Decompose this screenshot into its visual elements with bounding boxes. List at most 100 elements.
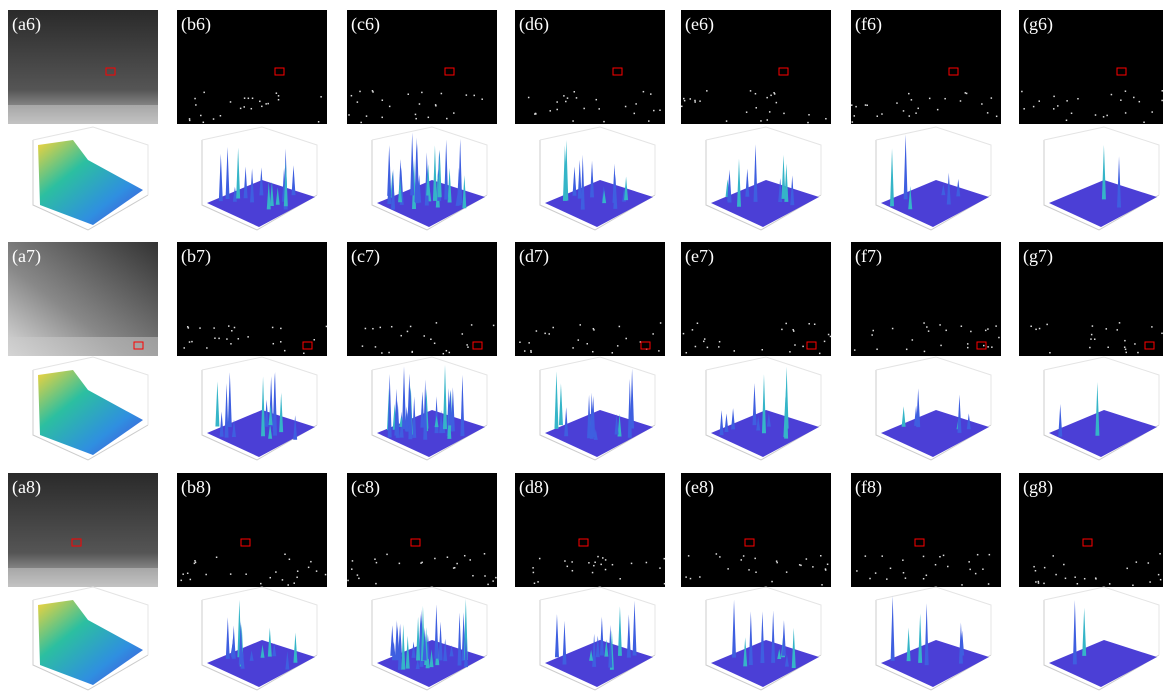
- surface: [38, 370, 143, 455]
- spike: [293, 633, 297, 663]
- speckle: [598, 108, 600, 110]
- speckle: [766, 97, 768, 99]
- speckle: [381, 352, 383, 354]
- speckle: [1111, 94, 1113, 96]
- speckle: [357, 574, 359, 576]
- spike: [410, 133, 414, 196]
- speckle: [830, 336, 832, 338]
- spike: [554, 371, 558, 429]
- speckle: [793, 330, 795, 332]
- spike: [925, 603, 929, 665]
- spike: [226, 147, 230, 199]
- speckle: [544, 333, 546, 335]
- speckle: [983, 345, 985, 347]
- spike: [1117, 156, 1121, 207]
- speckle: [441, 93, 443, 95]
- speckle: [200, 115, 202, 117]
- speckle: [1109, 583, 1111, 585]
- speckle: [231, 330, 233, 332]
- speckle: [617, 345, 619, 347]
- speckle: [261, 106, 263, 108]
- speckle: [572, 120, 574, 122]
- speckle: [664, 583, 666, 585]
- speckle: [592, 351, 594, 353]
- panel-label: (b8): [181, 477, 211, 498]
- speckle: [565, 101, 567, 103]
- speckle: [699, 576, 701, 578]
- surface: [377, 410, 485, 457]
- spike: [720, 410, 724, 435]
- spike: [633, 601, 637, 656]
- speckle: [694, 100, 696, 102]
- speckle: [238, 338, 240, 340]
- spike: [387, 145, 391, 196]
- speckle: [776, 102, 778, 104]
- spike: [918, 614, 922, 663]
- speckle: [961, 325, 963, 327]
- speckle: [484, 553, 486, 555]
- surface: [38, 600, 143, 685]
- speckle: [754, 558, 756, 560]
- speckle: [282, 579, 284, 581]
- speckle: [308, 567, 310, 569]
- spike: [630, 369, 634, 429]
- speckle: [578, 339, 580, 341]
- speckle: [987, 346, 989, 348]
- speckle: [685, 576, 687, 578]
- speckle: [375, 583, 377, 585]
- speckle: [1151, 326, 1153, 328]
- speckle: [191, 341, 193, 343]
- speckle: [492, 580, 494, 582]
- speckle: [872, 330, 874, 332]
- speckle: [194, 98, 196, 100]
- speckle: [243, 106, 245, 108]
- speckle: [453, 112, 455, 114]
- speckle: [808, 114, 810, 116]
- speckle: [692, 329, 694, 331]
- speckle: [650, 93, 652, 95]
- speckle: [183, 347, 185, 349]
- spike: [439, 622, 443, 661]
- speckle: [881, 113, 883, 115]
- speckle: [663, 558, 665, 560]
- speckle: [284, 554, 286, 556]
- speckle: [436, 322, 438, 324]
- speckle: [819, 353, 821, 355]
- speckle: [537, 581, 539, 583]
- surface: [545, 640, 653, 687]
- speckle: [1090, 338, 1092, 340]
- spike: [1058, 404, 1062, 437]
- speckle: [892, 328, 894, 330]
- speckle: [574, 91, 576, 93]
- speckle: [446, 118, 448, 120]
- speckle: [871, 334, 873, 336]
- speckle: [824, 341, 826, 343]
- speckle: [1149, 581, 1151, 583]
- speckle: [572, 570, 574, 572]
- speckle: [981, 103, 983, 105]
- speckle: [374, 558, 376, 560]
- speckle: [1066, 100, 1068, 102]
- speckle: [325, 574, 327, 576]
- speckle: [1143, 122, 1145, 124]
- speckle: [528, 342, 530, 344]
- spike: [749, 611, 753, 665]
- surface: [1049, 640, 1157, 687]
- spike: [745, 169, 749, 197]
- surface-plot: [1044, 587, 1159, 690]
- ground: [8, 105, 158, 124]
- speckle: [259, 101, 261, 103]
- speckle: [187, 326, 189, 328]
- speckle: [781, 329, 783, 331]
- speckle: [528, 97, 530, 99]
- speckle: [1055, 574, 1057, 576]
- speckle: [755, 93, 757, 95]
- speckle: [199, 327, 201, 329]
- speckle: [605, 559, 607, 561]
- speckle: [260, 583, 262, 585]
- speckle: [908, 93, 910, 95]
- speckle: [407, 331, 409, 333]
- speckle: [1065, 578, 1067, 580]
- speckle: [1106, 115, 1108, 117]
- speckle: [1126, 352, 1128, 354]
